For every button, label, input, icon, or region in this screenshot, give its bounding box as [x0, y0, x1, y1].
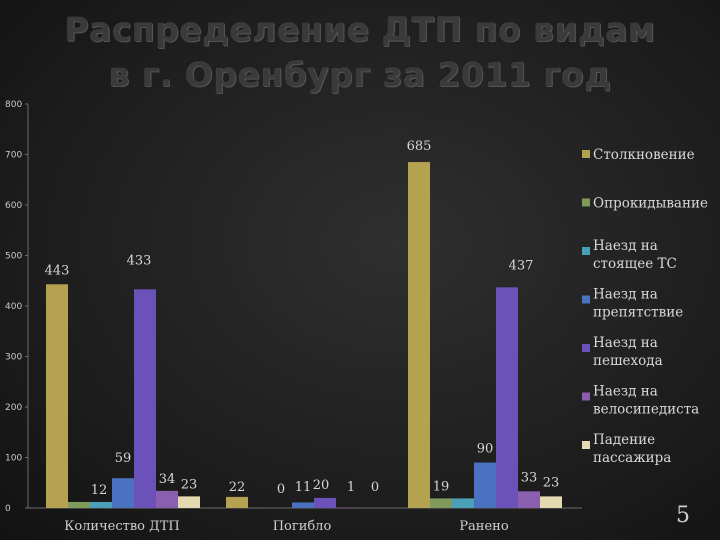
data-label: 34 [159, 472, 176, 487]
data-label: 22 [229, 480, 246, 495]
bar [408, 162, 430, 508]
data-label: 11 [295, 480, 312, 495]
bar [496, 287, 518, 508]
y-tick-label: 500 [5, 252, 22, 262]
bar [178, 496, 200, 508]
data-label: 23 [543, 475, 560, 490]
legend-label: Столкновение [593, 147, 695, 163]
bar [156, 490, 178, 508]
page-number: 5 [676, 503, 690, 528]
category-label: Ранено [459, 519, 509, 534]
legend-label: Опрокидывание [593, 196, 708, 212]
bar [134, 289, 156, 508]
legend: Столкновение Опрокидывание Наезд на стоящее… [582, 147, 708, 466]
y-tick-label: 0 [5, 504, 11, 514]
data-label: 23 [181, 477, 198, 492]
data-label: 59 [115, 451, 132, 466]
data-label: 0 [371, 480, 379, 495]
bar [68, 501, 90, 508]
y-tick-label: 400 [5, 302, 22, 312]
legend-swatch [582, 441, 590, 449]
legend-swatch [582, 247, 590, 255]
legend-swatch [582, 344, 590, 352]
category-label: Погибло [273, 519, 332, 534]
bar [452, 498, 474, 508]
data-label: 20 [313, 478, 330, 493]
bar [430, 498, 452, 508]
data-label: 0 [277, 482, 285, 497]
data-label: 685 [407, 139, 432, 154]
data-label: 90 [477, 442, 494, 457]
slide-title-line-2: в г. Оренбург за 2011 год [108, 55, 612, 94]
slide-title-line-1: Распределение ДТП по видам [64, 10, 656, 49]
bar [474, 462, 496, 508]
y-tick-label: 800 [5, 100, 22, 110]
category-labels-group: Количество ДТП Погибло Ранено [64, 519, 509, 534]
y-tick-label: 200 [5, 403, 22, 413]
legend-label: Наезд на велосипедиста [593, 384, 699, 418]
bars-group [46, 162, 562, 508]
legend-label: Наезд на препятствие [593, 287, 683, 321]
data-label: 19 [433, 479, 450, 494]
legend-swatch [582, 295, 590, 304]
y-tick-label: 700 [5, 151, 22, 161]
bar [314, 497, 336, 508]
bar [90, 501, 112, 508]
bar [540, 496, 562, 508]
bar [112, 478, 134, 508]
legend-swatch [582, 150, 590, 158]
bar [336, 507, 358, 508]
data-label: 437 [509, 258, 534, 273]
data-label: 443 [45, 263, 70, 278]
bar [292, 502, 314, 508]
data-label: 12 [91, 483, 108, 498]
data-label: 433 [127, 253, 152, 268]
data-labels-group: 443 59 12 433 34 23 22 0 11 20 1 0 685 19 90 437 33 23 [45, 139, 560, 498]
bar [518, 491, 540, 508]
legend-label: Наезд на стоящее ТС [593, 238, 677, 272]
legend-swatch [582, 392, 590, 401]
legend-label: Падение пассажира [593, 432, 671, 466]
legend-swatch [582, 198, 590, 207]
category-label: Количество ДТП [64, 519, 179, 534]
y-tick-label: 300 [5, 353, 22, 363]
legend-label: Наезд на пешехода [593, 335, 663, 369]
y-tick-label: 100 [5, 454, 22, 464]
bar [226, 496, 248, 508]
bar [46, 284, 68, 508]
y-tick-label: 600 [5, 201, 22, 211]
data-label: 1 [347, 480, 355, 495]
data-label: 33 [521, 470, 538, 485]
